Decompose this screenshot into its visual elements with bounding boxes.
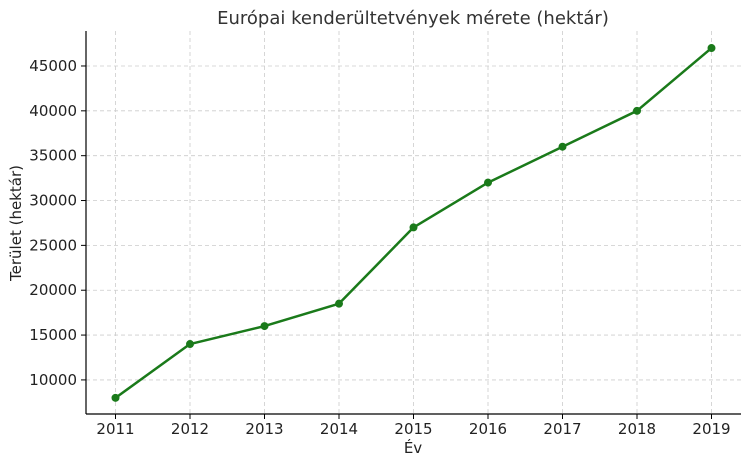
y-axis-label: Terület (hektár) [7, 165, 25, 282]
x-tick-label: 2011 [96, 420, 134, 438]
y-tick-label: 20000 [29, 281, 77, 299]
x-tick-label: 2015 [394, 420, 432, 438]
data-point [484, 178, 492, 187]
data-point [409, 223, 418, 232]
x-tick-label: 2017 [543, 420, 581, 438]
y-tick-label: 35000 [29, 147, 77, 165]
y-tick-label: 15000 [29, 326, 77, 344]
ticks: 2011 2012 2013 2014 2015 2016 2017 2018 2019 1000… [29, 57, 730, 438]
y-tick-label: 30000 [29, 192, 77, 210]
data-point [111, 393, 120, 402]
data-point [186, 340, 194, 349]
x-tick-label: 2018 [618, 420, 656, 438]
data-point [260, 322, 269, 331]
x-tick-label: 2014 [320, 420, 358, 438]
y-tick-label: 45000 [29, 57, 77, 75]
x-tick-label: 2013 [245, 420, 283, 438]
grid [86, 31, 741, 414]
data-point [707, 44, 716, 53]
data-point [558, 142, 567, 151]
x-tick-label: 2012 [171, 420, 209, 438]
y-tick-label: 25000 [29, 236, 77, 254]
chart-title: Európai kenderültetvények mérete (hektár… [217, 8, 609, 29]
data-point [335, 299, 343, 308]
y-tick-label: 40000 [29, 102, 77, 120]
x-axis-label: Év [404, 438, 422, 457]
y-tick-label: 10000 [29, 371, 77, 389]
x-tick-label: 2016 [469, 420, 507, 438]
x-tick-label: 2019 [692, 420, 730, 438]
data-point [633, 106, 641, 115]
series-layer [111, 44, 716, 402]
